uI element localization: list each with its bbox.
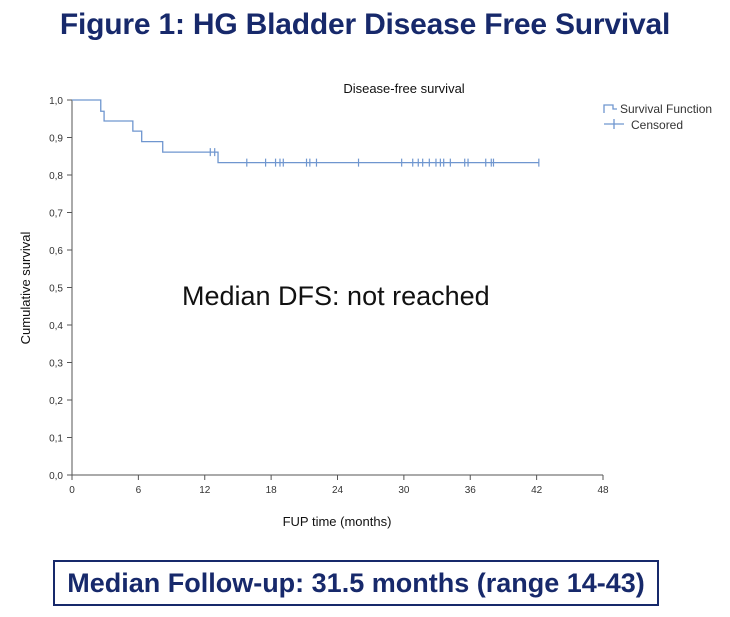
x-tick-label: 6 bbox=[136, 485, 142, 496]
x-tick-label: 24 bbox=[332, 485, 344, 496]
chart-title: Disease-free survival bbox=[343, 81, 464, 96]
figure-title: Figure 1: HG Bladder Disease Free Surviv… bbox=[59, 8, 671, 41]
x-tick-label: 0 bbox=[69, 485, 75, 496]
x-tick-label: 36 bbox=[465, 485, 477, 496]
x-tick-label: 48 bbox=[597, 485, 609, 496]
y-tick-label: 1,0 bbox=[49, 96, 63, 107]
ticks: 0 6 12 18 24 30 36 42 48 0,0 0,1 0,2 0,3 0,4 0,5 0,6 0,7… bbox=[49, 96, 609, 496]
y-tick-label: 0,7 bbox=[49, 209, 63, 220]
y-tick-label: 0,5 bbox=[49, 284, 63, 295]
x-tick-label: 12 bbox=[199, 485, 211, 496]
legend-survival-label: Survival Function bbox=[620, 102, 712, 116]
survival-curve bbox=[72, 99, 539, 164]
median-dfs-annotation: Median DFS: not reached bbox=[182, 281, 490, 311]
y-tick-label: 0,1 bbox=[49, 434, 63, 445]
legend-censored-label: Censored bbox=[631, 118, 683, 132]
survival-step-line bbox=[72, 99, 539, 164]
y-tick-label: 0,4 bbox=[49, 321, 63, 332]
x-axis-label: FUP time (months) bbox=[283, 514, 392, 529]
censor-marks bbox=[209, 148, 540, 167]
x-tick-label: 42 bbox=[531, 485, 543, 496]
follow-up-box: Median Follow-up: 31.5 months (range 14-… bbox=[53, 560, 659, 606]
x-tick-label: 30 bbox=[398, 485, 410, 496]
legend-survival-swatch bbox=[603, 104, 617, 113]
y-tick-label: 0,8 bbox=[49, 171, 63, 182]
y-tick-label: 0,3 bbox=[49, 359, 63, 370]
y-tick-label: 0,0 bbox=[49, 471, 63, 482]
legend: Survival Function Censored bbox=[603, 102, 712, 132]
y-axis-label: Cumulative survival bbox=[18, 232, 33, 345]
follow-up-text: Median Follow-up: 31.5 months (range 14-… bbox=[67, 567, 645, 598]
y-tick-label: 0,2 bbox=[49, 396, 63, 407]
y-tick-label: 0,6 bbox=[49, 246, 63, 257]
x-tick-label: 18 bbox=[266, 485, 278, 496]
y-tick-label: 0,9 bbox=[49, 134, 63, 145]
